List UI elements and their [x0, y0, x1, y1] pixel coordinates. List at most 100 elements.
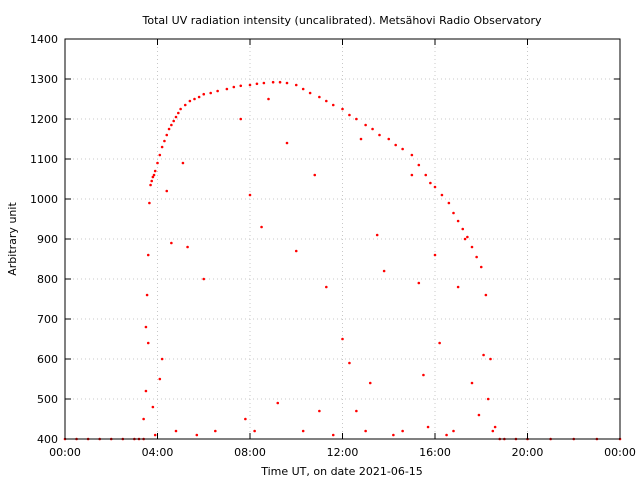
data-point: [331, 103, 335, 107]
y-axis-ticks: 400 500 600 700 800 900 1000 1100 1200 1300 1400: [30, 33, 620, 446]
data-point: [392, 433, 395, 437]
data-point: [491, 429, 495, 433]
y-tick-label: 1200: [30, 113, 58, 126]
data-point: [410, 153, 414, 157]
data-point: [262, 81, 266, 85]
data-point: [153, 169, 157, 173]
data-point: [202, 277, 206, 281]
data-point: [151, 405, 155, 409]
data-point: [160, 145, 164, 149]
data-point: [239, 117, 243, 121]
data-point: [165, 133, 169, 137]
data-point: [433, 253, 437, 257]
data-point: [146, 341, 150, 345]
data-point: [186, 245, 189, 249]
y-tick-label: 800: [37, 273, 58, 286]
y-tick-label: 900: [37, 233, 58, 246]
data-point: [301, 87, 305, 91]
data-point: [318, 95, 321, 99]
data-point: [172, 119, 175, 123]
data-point: [489, 357, 492, 361]
data-point: [148, 201, 151, 205]
data-point: [371, 127, 374, 131]
y-tick-label: 1300: [30, 73, 58, 86]
x-tick-label: 16:00: [419, 446, 451, 459]
data-point: [470, 245, 474, 249]
data-point: [216, 89, 219, 93]
y-axis-label: Arbitrary unit: [6, 202, 19, 276]
data-point: [253, 429, 256, 433]
data-point: [163, 139, 166, 143]
data-point: [183, 103, 187, 107]
data-point: [355, 409, 358, 413]
data-point: [438, 341, 441, 345]
data-point: [193, 97, 196, 101]
data-point: [493, 425, 497, 429]
data-point: [452, 429, 455, 433]
data-point: [145, 293, 149, 297]
data-point: [146, 253, 150, 257]
data-point: [364, 123, 367, 127]
x-tick-label: 08:00: [234, 446, 266, 459]
data-point: [260, 225, 263, 229]
data-point: [341, 337, 344, 341]
data-point: [359, 137, 363, 141]
data-point: [285, 141, 289, 145]
data-point: [174, 429, 178, 433]
data-point: [461, 227, 465, 231]
data-point: [447, 201, 451, 205]
data-point: [470, 381, 474, 385]
data-point: [160, 357, 164, 361]
data-point: [456, 219, 460, 223]
data-point: [174, 115, 178, 119]
data-point: [433, 185, 437, 189]
data-point: [225, 87, 229, 91]
x-tick-label: 00:00: [604, 446, 636, 459]
data-point: [195, 433, 199, 437]
data-point: [452, 211, 455, 215]
data-point: [429, 181, 432, 185]
data-point: [417, 163, 421, 167]
data-point: [422, 373, 425, 377]
data-point: [479, 265, 483, 269]
data-points: [63, 80, 622, 441]
data-point: [331, 433, 335, 437]
data-point: [179, 107, 182, 111]
y-tick-label: 600: [37, 353, 58, 366]
data-point: [313, 173, 317, 177]
data-point: [278, 80, 282, 84]
data-point: [276, 401, 280, 405]
data-point: [424, 173, 428, 177]
data-point: [382, 269, 386, 273]
y-tick-label: 500: [37, 393, 58, 406]
data-point: [177, 111, 180, 115]
y-tick-label: 1000: [30, 193, 58, 206]
data-point: [151, 175, 155, 179]
data-point: [308, 91, 312, 95]
data-point: [484, 293, 488, 297]
data-point: [285, 81, 289, 85]
data-point: [248, 193, 252, 197]
data-point: [167, 127, 171, 131]
y-tick-label: 1100: [30, 153, 58, 166]
grid-lines: [65, 39, 620, 439]
x-axis-ticks: 00:00 04:00 08:00 12:00 16:00 20:00 00:00: [49, 39, 636, 459]
data-point: [239, 84, 243, 88]
data-point: [482, 353, 485, 357]
data-point: [232, 85, 236, 89]
data-point: [149, 183, 152, 187]
data-point: [364, 429, 367, 433]
x-tick-label: 04:00: [142, 446, 174, 459]
chart-title: Total UV radiation intensity (uncalibrat…: [142, 14, 542, 27]
data-point: [341, 107, 344, 111]
data-point: [170, 241, 173, 245]
data-point: [202, 92, 206, 96]
data-point: [348, 113, 351, 117]
data-point: [294, 249, 298, 253]
data-point: [375, 233, 379, 237]
data-point: [188, 99, 192, 103]
data-point: [294, 83, 298, 87]
data-point: [348, 361, 351, 365]
y-tick-label: 400: [37, 433, 58, 446]
y-tick-label: 700: [37, 313, 58, 326]
